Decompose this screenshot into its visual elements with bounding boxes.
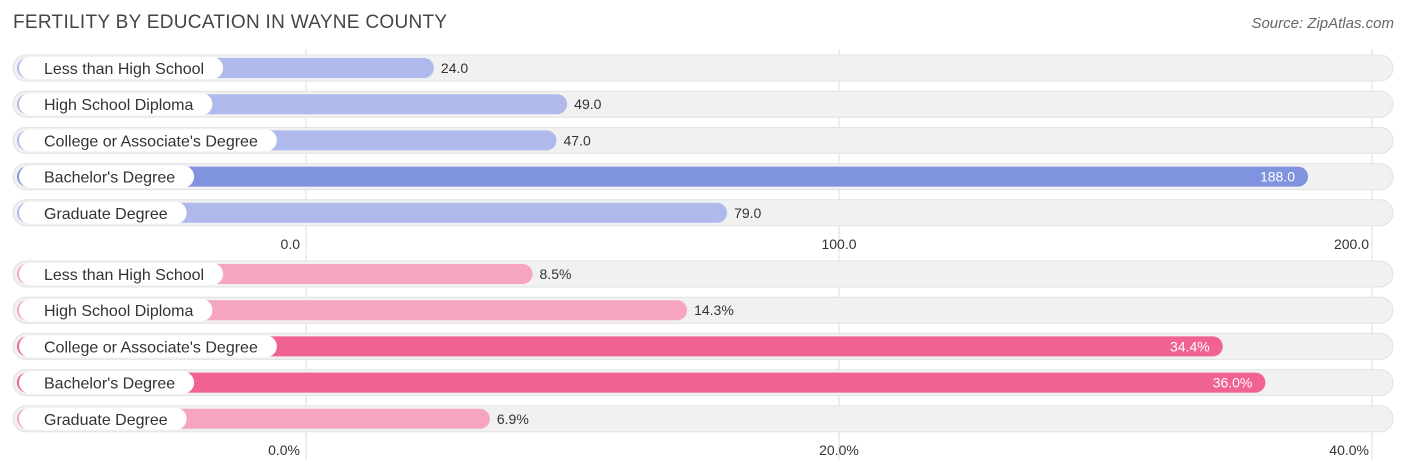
value-label: 49.0	[574, 96, 601, 112]
category-label: High School Diploma	[44, 303, 194, 320]
category-label: Graduate Degree	[44, 206, 168, 223]
value-label: 14.3%	[694, 302, 734, 318]
source-label: Source: ZipAtlas.com	[1251, 15, 1394, 32]
category-pill	[19, 57, 224, 79]
category-label: College or Associate's Degree	[44, 339, 258, 356]
bar	[17, 166, 1309, 187]
bar	[17, 202, 728, 223]
value-label: 36.0%	[1213, 375, 1253, 391]
value-label: 24.0	[441, 60, 468, 76]
category-pill	[19, 299, 213, 322]
category-pill	[19, 93, 213, 116]
tick-label: 40.0%	[1329, 442, 1369, 458]
category-pill	[19, 335, 277, 358]
category-label: Less than High School	[44, 61, 204, 78]
category-pill	[19, 201, 187, 224]
category-label: Graduate Degree	[44, 412, 168, 429]
bar	[17, 336, 1223, 357]
value-label: 47.0	[564, 132, 591, 148]
category-pill	[19, 263, 224, 285]
tick-label: 200.0	[1334, 236, 1369, 252]
category-label: Bachelor's Degree	[44, 376, 175, 393]
tick-label: 0.0	[281, 236, 301, 252]
chart-title: FERTILITY BY EDUCATION IN WAYNE COUNTY	[13, 12, 448, 33]
category-label: Less than High School	[44, 267, 204, 284]
tick-label: 0.0%	[268, 442, 300, 458]
category-pill	[19, 165, 195, 188]
category-pill	[19, 371, 195, 394]
tick-label: 100.0	[821, 236, 856, 252]
value-label: 188.0	[1260, 169, 1295, 185]
category-pill	[19, 129, 277, 152]
value-label: 34.4%	[1170, 338, 1210, 354]
category-label: College or Associate's Degree	[44, 133, 258, 150]
value-label: 79.0	[734, 205, 761, 221]
value-label: 6.9%	[497, 411, 529, 427]
category-label: High School Diploma	[44, 97, 194, 114]
category-pill	[19, 407, 187, 430]
tick-label: 20.0%	[819, 442, 859, 458]
bar	[17, 372, 1266, 393]
category-label: Bachelor's Degree	[44, 170, 175, 187]
value-label: 8.5%	[540, 266, 572, 282]
